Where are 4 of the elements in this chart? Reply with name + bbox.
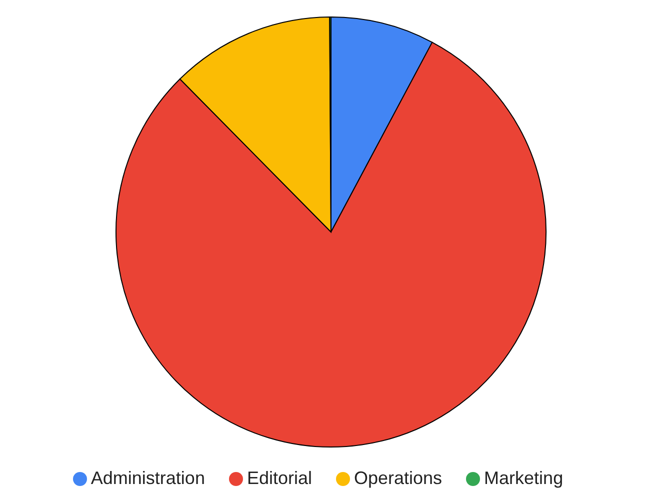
legend-label: Marketing: [484, 468, 564, 488]
legend-label: Editorial: [246, 468, 312, 488]
legend-label: Administration: [90, 468, 205, 488]
legend-label: Operations: [354, 468, 442, 488]
